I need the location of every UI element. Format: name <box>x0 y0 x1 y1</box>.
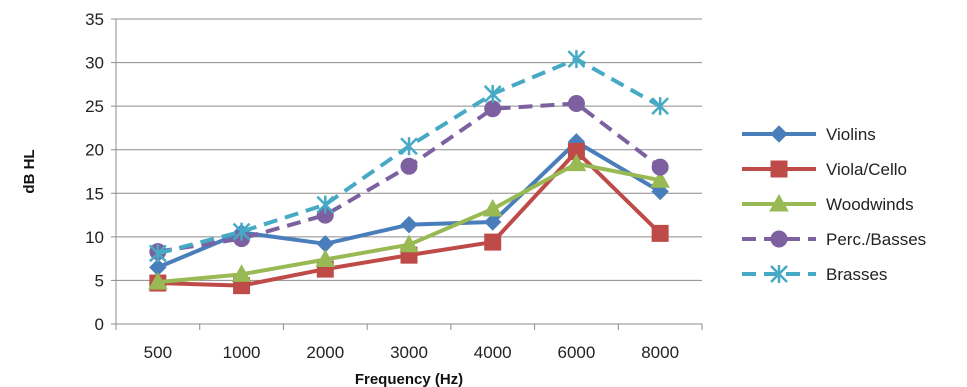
x-tick-label: 4000 <box>474 343 512 362</box>
y-axis-title: dB HL <box>21 149 38 193</box>
y-tick-label: 5 <box>95 271 104 290</box>
series-lines <box>148 50 670 295</box>
circle-marker <box>567 95 585 113</box>
x-tick-label: 2000 <box>306 343 344 362</box>
triangle-marker <box>566 153 587 172</box>
circle-marker <box>484 100 502 118</box>
diamond-marker <box>316 235 334 253</box>
star-marker <box>148 244 167 263</box>
legend-label: Perc./Basses <box>826 230 926 249</box>
series-woodwinds <box>148 153 670 290</box>
y-tick-label: 25 <box>85 97 104 116</box>
y-tick-label: 35 <box>85 10 104 29</box>
series-brasses <box>148 50 670 263</box>
triangle-marker <box>769 193 789 212</box>
x-axis-title: Frequency (Hz) <box>355 371 463 387</box>
diamond-marker <box>400 215 418 234</box>
triangle-marker <box>482 198 503 217</box>
y-tick-label: 20 <box>85 141 104 160</box>
legend: Violins Viola/Cello Woodwinds Perc./Basses B… <box>742 125 926 284</box>
square-marker <box>484 233 502 251</box>
legend-label: Viola/Cello <box>826 160 907 179</box>
x-tick-label: 6000 <box>558 343 596 362</box>
legend-label: Brasses <box>826 265 887 284</box>
gridlines <box>116 18 702 281</box>
y-tick-label: 10 <box>85 228 104 247</box>
diamond-marker <box>484 213 502 231</box>
x-tick-label: 8000 <box>641 343 679 362</box>
star-marker <box>651 97 670 116</box>
triangle-marker <box>315 249 336 268</box>
legend-item: Woodwinds <box>742 193 914 214</box>
legend-item: Perc./Basses <box>742 230 926 249</box>
axes: 0 5 10 15 20 25 30 35 500 1000 2000 3000 4000 6000 800… <box>85 10 703 362</box>
legend-item: Viola/Cello <box>742 160 907 179</box>
diamond-marker <box>770 125 788 143</box>
circle-marker <box>400 157 418 175</box>
star-marker <box>316 195 335 214</box>
y-tick-label: 30 <box>85 54 104 73</box>
star-marker <box>232 222 251 241</box>
square-marker <box>770 160 788 178</box>
x-tick-label: 3000 <box>390 343 428 362</box>
star-marker <box>400 137 418 156</box>
star-marker <box>483 84 502 103</box>
legend-label: Violins <box>826 125 876 144</box>
legend-item: Violins <box>742 125 876 144</box>
legend-label: Woodwinds <box>826 195 914 214</box>
square-marker <box>651 224 669 242</box>
legend-item: Brasses <box>742 265 887 284</box>
y-tick-label: 0 <box>95 315 104 334</box>
y-tick-label: 15 <box>85 184 104 203</box>
triangle-marker <box>650 170 670 188</box>
circle-marker <box>651 158 669 176</box>
star-marker <box>770 265 788 283</box>
x-tick-label: 500 <box>144 343 172 362</box>
circle-marker <box>770 230 788 248</box>
triangle-marker <box>148 272 168 290</box>
star-marker <box>567 50 586 69</box>
triangle-marker <box>231 264 252 282</box>
x-tick-label: 1000 <box>223 343 261 362</box>
triangle-marker <box>399 234 419 253</box>
